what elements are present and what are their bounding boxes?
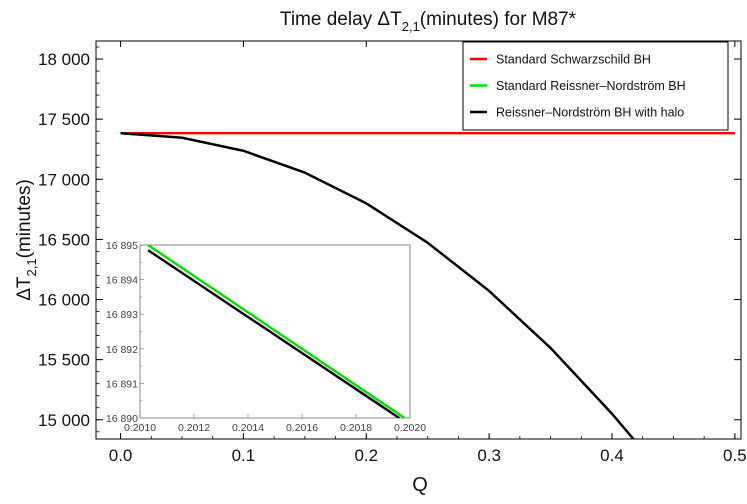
inset-y-tick-label: 16 890 xyxy=(106,413,138,425)
legend-label-1: Standard Schwarzschild BH xyxy=(496,53,651,67)
inset-series-line-2 xyxy=(147,249,400,418)
y-tick-label: 15 500 xyxy=(38,351,90,370)
inset-x-tick-label: 0.2012 xyxy=(178,422,210,434)
inset-x-tick-label: 0.2014 xyxy=(232,422,264,434)
main-series-group xyxy=(120,132,735,439)
inset-series-line-1 xyxy=(147,245,406,418)
legend: Standard Schwarzschild BH Standard Reissn… xyxy=(462,41,729,131)
x-tick-label: 0.2 xyxy=(354,446,378,465)
y-axis-label-main: ΔT xyxy=(14,276,35,301)
legend-label-2: Standard Reissner–Nordström BH xyxy=(496,79,686,93)
inset-x-tick-label: 0.2020 xyxy=(394,422,426,434)
inset-y-tick-label: 16 892 xyxy=(106,344,138,356)
y-tick-label: 17 500 xyxy=(38,110,90,129)
y-axis-label-rest: (minutes) xyxy=(14,179,35,258)
inset-y-tick-label: 16 893 xyxy=(106,309,138,321)
inset-x-tick-label: 0.2010 xyxy=(124,422,156,434)
x-tick-label: 0.1 xyxy=(232,446,256,465)
y-tick-label: 15 000 xyxy=(38,411,90,430)
inset-x-tick-label: 0.2016 xyxy=(286,422,318,434)
chart-title-rest: (minutes) for M87* xyxy=(420,9,577,30)
x-axis-label: Q xyxy=(412,474,428,496)
inset-y-tick-label: 16 894 xyxy=(106,275,138,287)
y-tick-label: 18 000 xyxy=(38,50,90,69)
y-tick-label: 17 000 xyxy=(38,170,90,189)
legend-box xyxy=(462,41,729,131)
inset-y-tick-label: 16 891 xyxy=(106,378,138,390)
x-tick-label: 0.0 xyxy=(109,446,133,465)
chart-title-sub: 2,1 xyxy=(402,19,420,34)
y-tick-label: 16 500 xyxy=(38,230,90,249)
y-tick-label: 16 000 xyxy=(38,291,90,310)
x-tick-label: 0.3 xyxy=(477,446,501,465)
inset-x-tick-label: 0.2018 xyxy=(340,422,372,434)
series-line-3 xyxy=(120,132,636,439)
inset-plot: 0.2010 0.2012 0.2014 0.2016 0.2018 0.2020 16 8… xyxy=(106,240,426,434)
inset-y-tick-label: 16 895 xyxy=(106,240,138,252)
inset-series-group xyxy=(147,245,406,418)
y-axis-label-sub: 2,1 xyxy=(24,258,39,276)
chart-title: Time delay ΔT2,1(minutes) for M87* xyxy=(280,9,577,34)
legend-label-3: Reissner–Nordström BH with halo xyxy=(496,106,684,120)
chart-title-main: Time delay ΔT xyxy=(280,9,402,30)
x-tick-label: 0.4 xyxy=(600,446,624,465)
x-tick-label: 0.5 xyxy=(723,446,747,465)
y-axis-label: ΔT2,1(minutes) xyxy=(14,179,39,301)
